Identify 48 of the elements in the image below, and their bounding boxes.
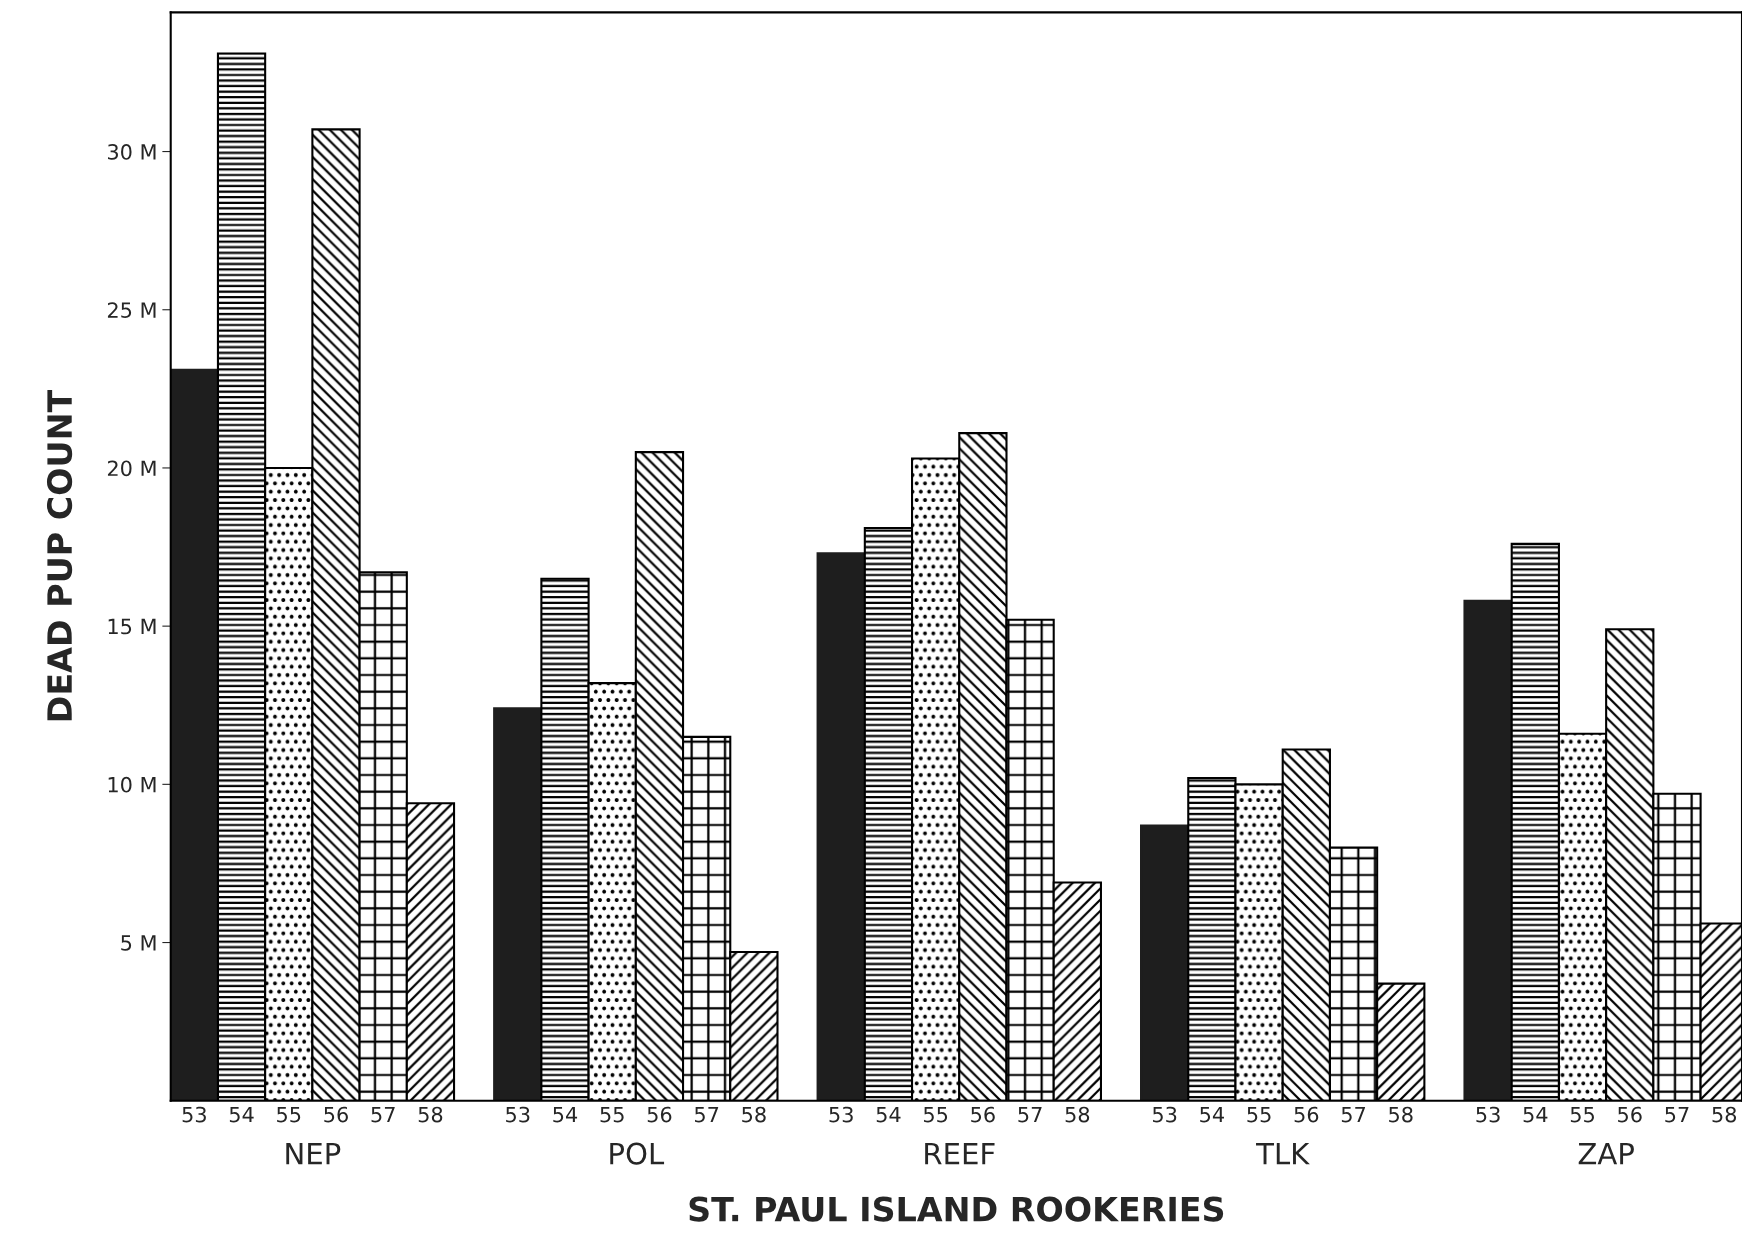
- text: 55: [924, 1106, 948, 1123]
- series-label: 58: [418, 1106, 443, 1123]
- text: 54: [1523, 1106, 1548, 1123]
- x-axis-title: ST. PAUL ISLAND ROOKERIES: [689, 1196, 1224, 1222]
- y-tick-label: 15 M: [108, 618, 156, 635]
- series-label: 54: [229, 1106, 254, 1123]
- text: 55: [1247, 1106, 1271, 1123]
- text: 55: [1570, 1106, 1594, 1123]
- y-tick-label: 30 M: [108, 144, 156, 160]
- bar: [1463, 599, 1513, 1101]
- y-axis-title: DEAD PUP COUNT: [46, 389, 73, 721]
- y-tick-label: 25 M: [107, 302, 156, 318]
- x-tick-label: ZAP: [1578, 1142, 1634, 1165]
- x-tick-label: NEP: [286, 1142, 341, 1165]
- text: 54: [553, 1106, 578, 1123]
- bar: [816, 552, 866, 1101]
- text: 57: [1341, 1106, 1366, 1123]
- y-tick-label: 20 M: [107, 460, 156, 477]
- text: 53: [1153, 1106, 1177, 1123]
- text: 58: [1065, 1106, 1090, 1123]
- text: 56: [1618, 1106, 1642, 1123]
- x-tick-label: TLK: [1256, 1142, 1310, 1165]
- text: 56: [647, 1106, 672, 1123]
- series-label: 55: [277, 1106, 301, 1123]
- series-label: 57: [371, 1106, 395, 1123]
- text: 58: [1712, 1106, 1737, 1123]
- text: 54: [1200, 1106, 1224, 1123]
- text: 53: [829, 1106, 853, 1123]
- text: 58: [1389, 1106, 1413, 1123]
- text: 56: [1294, 1106, 1319, 1123]
- bar: [493, 707, 543, 1101]
- y-tick-label: 5 M: [121, 935, 156, 951]
- text: 58: [742, 1106, 766, 1123]
- series-label: 56: [324, 1106, 348, 1123]
- text: 55: [600, 1106, 624, 1123]
- bar: [1140, 824, 1190, 1101]
- bar: [170, 368, 219, 1101]
- text: 57: [1665, 1106, 1689, 1123]
- text: 53: [1476, 1106, 1500, 1123]
- y-tick-label: 10 M: [108, 776, 156, 793]
- series-label: 53: [182, 1106, 206, 1123]
- text: 53: [506, 1106, 530, 1123]
- x-tick-label: POL: [610, 1142, 665, 1165]
- text: 54: [876, 1106, 901, 1123]
- text: 56: [971, 1106, 995, 1123]
- x-tick-label: REEF: [925, 1142, 995, 1165]
- text: 57: [1018, 1106, 1042, 1123]
- text: 57: [695, 1106, 719, 1123]
